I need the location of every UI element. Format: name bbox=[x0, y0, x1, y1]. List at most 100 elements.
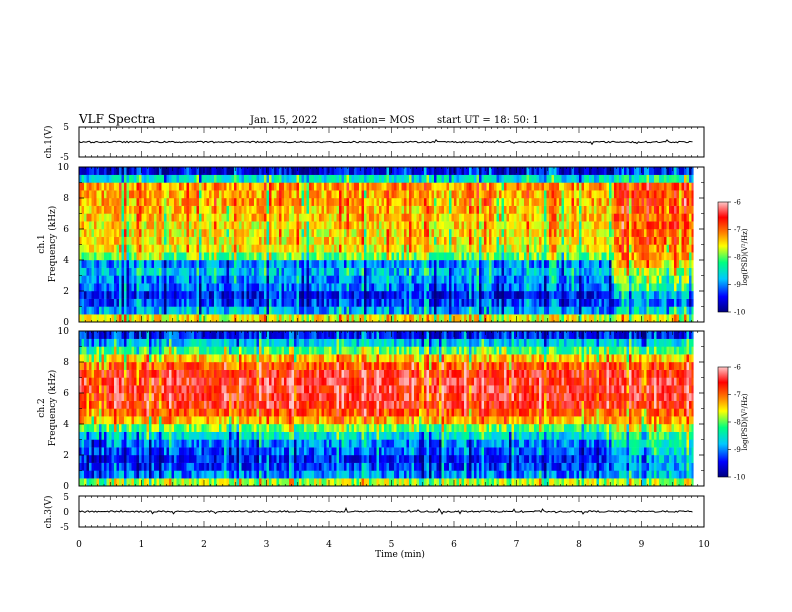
spectrogram-cell bbox=[344, 298, 347, 307]
spectrogram-cell bbox=[564, 205, 567, 214]
spectrogram-cell bbox=[336, 167, 340, 175]
spectrogram-cell bbox=[211, 167, 215, 175]
spectrogram-cell bbox=[224, 213, 227, 222]
spectrogram-cell bbox=[94, 221, 97, 230]
spectrogram-cell bbox=[616, 229, 620, 237]
spectrogram-cell bbox=[536, 252, 540, 261]
spectrogram-cell bbox=[124, 314, 127, 323]
spectrogram-cell bbox=[691, 167, 694, 175]
spectrogram-cell bbox=[96, 291, 100, 299]
spectrogram-cell bbox=[649, 260, 652, 268]
spectrogram-cell bbox=[189, 291, 192, 299]
spectrogram-cell bbox=[274, 314, 277, 323]
spectrogram-cell bbox=[94, 174, 97, 183]
spectrogram-cell bbox=[534, 167, 537, 175]
spectrogram-cell bbox=[309, 275, 312, 284]
spectrogram-cell bbox=[306, 190, 310, 199]
spectrogram-cell bbox=[391, 198, 395, 206]
spectrogram-cell bbox=[206, 190, 210, 199]
spectrogram-cell bbox=[204, 182, 207, 191]
spectrogram-cell bbox=[286, 306, 290, 315]
spectrogram-cell bbox=[516, 314, 520, 323]
spectrogram-cell bbox=[79, 447, 82, 456]
spectrogram-cell bbox=[324, 275, 327, 284]
spectrogram-cell bbox=[174, 298, 177, 307]
spectrogram-cell bbox=[509, 244, 512, 253]
spectrogram-cell bbox=[686, 174, 690, 183]
spectrogram-cell bbox=[646, 298, 650, 307]
spectrogram-cell bbox=[414, 298, 417, 307]
spectrogram-cell bbox=[314, 298, 317, 307]
spectrogram-cell bbox=[594, 182, 597, 191]
spectrogram-cell bbox=[659, 205, 662, 214]
spectrogram-cell bbox=[374, 291, 377, 299]
spectrogram-cell bbox=[534, 298, 537, 307]
spectrogram-cell bbox=[521, 167, 525, 175]
spectrogram-cell bbox=[499, 314, 502, 323]
spectrogram-cell bbox=[209, 174, 212, 183]
spectrogram-cell bbox=[376, 174, 380, 183]
spectrogram-cell bbox=[81, 213, 85, 222]
spectrogram-cell bbox=[636, 205, 640, 214]
spectrogram-cell bbox=[329, 198, 332, 206]
spectrogram-cell bbox=[221, 236, 225, 245]
spectrogram-cell bbox=[621, 205, 625, 214]
spectrogram-cell bbox=[626, 198, 630, 206]
spectrogram-cell bbox=[469, 190, 472, 199]
spectrogram-cell bbox=[291, 267, 295, 276]
spectrogram-cell bbox=[329, 190, 332, 199]
spectrogram-cell bbox=[609, 236, 612, 245]
spectrogram-cell bbox=[181, 236, 185, 245]
spectrogram-cell bbox=[274, 198, 277, 206]
spectrogram-cell bbox=[526, 252, 530, 261]
spectrogram-cell bbox=[374, 167, 377, 175]
spectrogram-cell bbox=[441, 298, 445, 307]
spectrogram-cell bbox=[489, 190, 492, 199]
spectrogram-cell bbox=[324, 283, 327, 292]
spectrogram-cell bbox=[676, 252, 680, 261]
spectrogram-cell bbox=[316, 267, 320, 276]
spectrogram-cell bbox=[271, 221, 275, 230]
spectrogram-cell bbox=[144, 244, 147, 253]
spectrogram-cell bbox=[161, 267, 165, 276]
spectrogram-cell bbox=[434, 314, 437, 323]
spectrogram-cell bbox=[619, 291, 622, 299]
spectrogram-cell bbox=[174, 174, 177, 183]
spectrogram-cell bbox=[359, 221, 362, 230]
spectrogram-cell bbox=[436, 190, 440, 199]
spectrogram-cell bbox=[486, 314, 490, 323]
spectrogram-cell bbox=[434, 260, 437, 268]
spectrogram-cell bbox=[369, 236, 372, 245]
spectrogram-cell bbox=[614, 167, 617, 175]
spectrogram-cell bbox=[654, 182, 657, 191]
spectrogram-cell bbox=[326, 260, 330, 268]
spectrogram-cell bbox=[601, 221, 605, 230]
spectrogram-cell bbox=[589, 260, 592, 268]
spectrogram-cell bbox=[431, 221, 435, 230]
spectrogram-cell bbox=[591, 190, 595, 199]
spectrogram-cell bbox=[494, 306, 497, 315]
spectrogram-cell bbox=[229, 260, 232, 268]
spectrogram-cell bbox=[204, 205, 207, 214]
spectrogram-cell bbox=[369, 174, 372, 183]
spectrogram-cell bbox=[171, 174, 175, 183]
spectrogram-cell bbox=[591, 205, 595, 214]
spectrogram-cell bbox=[211, 244, 215, 253]
spectrogram-cell bbox=[274, 221, 277, 230]
spectrogram-cell bbox=[681, 244, 685, 253]
spectrogram-cell bbox=[164, 198, 167, 206]
spectrogram-cell bbox=[369, 182, 372, 191]
spectrogram-cell bbox=[346, 244, 350, 253]
spectrogram-cell bbox=[379, 267, 382, 276]
spectrogram-cell bbox=[251, 252, 255, 261]
spectrogram-cell bbox=[159, 167, 162, 175]
spectrogram-cell bbox=[631, 167, 635, 175]
spectrogram-cell bbox=[296, 213, 300, 222]
spectrogram-cell bbox=[326, 182, 330, 191]
spectrogram-cell bbox=[224, 283, 227, 292]
spectrogram-cell bbox=[464, 167, 467, 175]
spectrogram-cell bbox=[461, 283, 465, 292]
spectrogram-cell bbox=[246, 283, 250, 292]
spectrogram-cell bbox=[331, 314, 335, 323]
spectrogram-cell bbox=[364, 236, 367, 245]
